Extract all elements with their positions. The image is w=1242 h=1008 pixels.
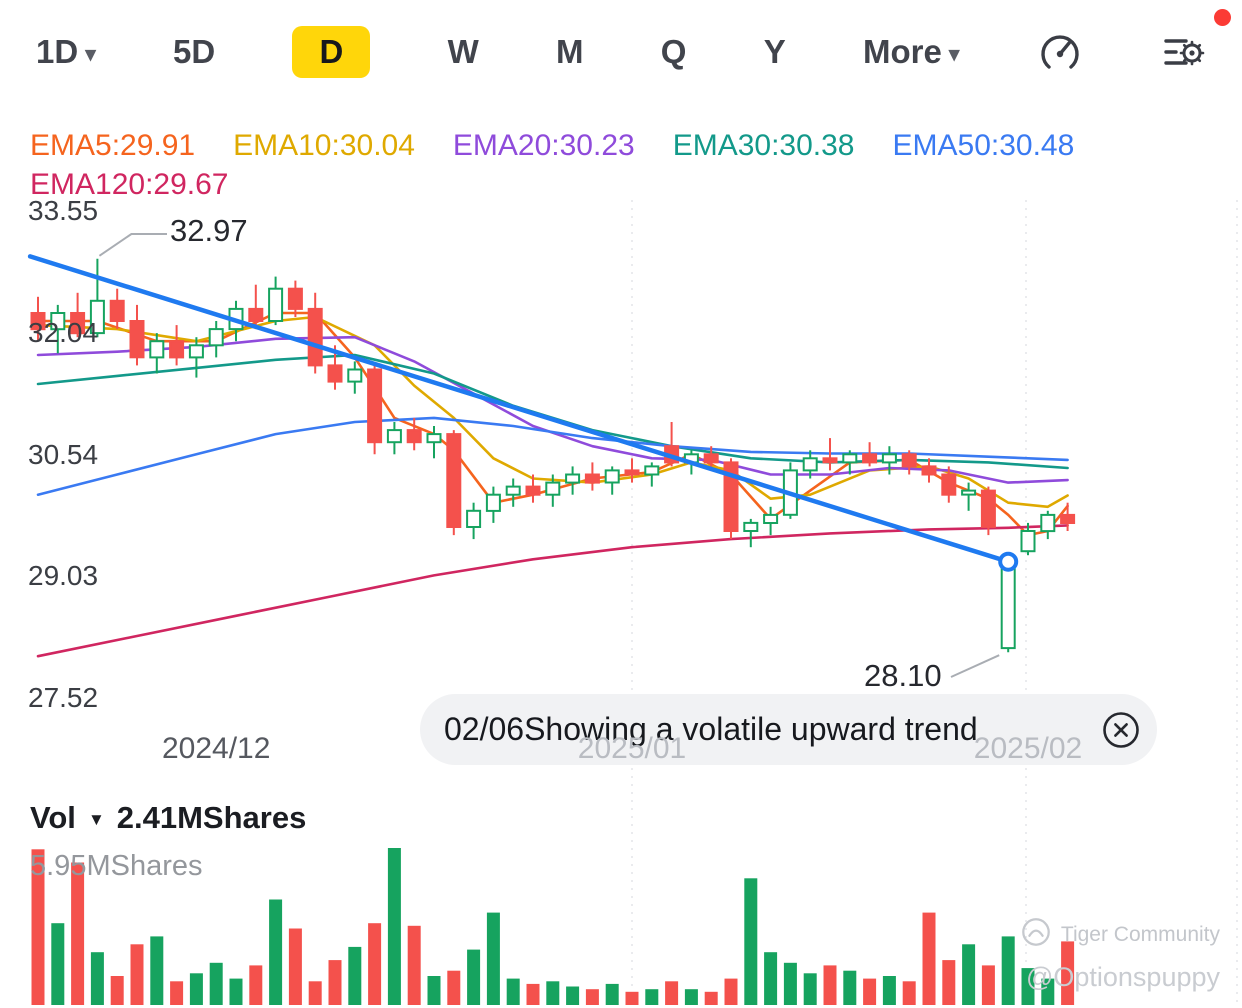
annotation-low-price: 28.10: [864, 658, 942, 693]
range-1d-label: 1D: [36, 33, 79, 70]
ema50-legend: EMA50:30.48: [892, 129, 1075, 162]
more-label: More: [862, 33, 942, 70]
annotation-high-price: 32.97: [170, 213, 248, 248]
tiger-logo-icon: [1020, 916, 1052, 954]
chart-toolbar: 1D ▾ 5D D W M Q Y More ▾: [0, 0, 1242, 90]
ema5-legend: EMA5:29.91: [30, 129, 196, 162]
volume-label[interactable]: Vol: [30, 800, 76, 835]
caret-down-icon[interactable]: ▼: [87, 810, 105, 829]
range-y-button[interactable]: Y: [763, 33, 786, 70]
y-axis-label: 32.04: [28, 316, 99, 348]
y-axis-label: 27.52: [28, 682, 99, 713]
ema10-legend: EMA10:30.04: [233, 129, 415, 162]
watermark-community: Tiger Community: [1060, 923, 1220, 946]
range-d-button[interactable]: D: [292, 26, 371, 78]
range-q-button[interactable]: Q: [660, 33, 687, 70]
watermark: Tiger Community @Optionspuppy: [1020, 916, 1220, 993]
watermark-username: @Optionspuppy: [1025, 962, 1220, 992]
tooltip-text: 02/06Showing a volatile upward trend: [444, 711, 978, 747]
x-axis-label: 2025/02: [973, 732, 1083, 765]
volume-header: Vol ▼ 2.41MShares: [30, 800, 306, 836]
ema20-legend: EMA20:30.23: [452, 129, 635, 162]
y-axis-label: 33.55: [28, 195, 99, 226]
notification-dot: [1214, 9, 1231, 26]
range-w-button[interactable]: W: [447, 33, 479, 70]
event-tooltip: 02/06Showing a volatile upward trend: [420, 694, 1157, 765]
more-button[interactable]: More ▾: [863, 33, 959, 71]
ema120-legend: EMA120:29.67: [30, 168, 229, 201]
close-icon[interactable]: [1101, 710, 1141, 750]
x-axis-label: 2024/12: [161, 732, 271, 765]
gauge-icon[interactable]: [1037, 31, 1083, 73]
indicator-settings-icon[interactable]: [1160, 30, 1206, 74]
range-5d-button[interactable]: 5D: [173, 33, 216, 70]
ema30-legend: EMA30:30.38: [672, 129, 855, 162]
y-axis-label: 29.03: [28, 560, 99, 592]
ema-legend: EMA5:29.91 EMA10:30.04 EMA20:30.23 EMA30…: [30, 126, 1074, 204]
range-m-button[interactable]: M: [555, 33, 584, 70]
range-1d-button[interactable]: 1D ▾: [36, 33, 96, 71]
y-axis-label: 30.54: [28, 438, 99, 470]
x-axis-label: 2025/01: [577, 732, 687, 765]
chevron-down-icon: ▾: [85, 42, 96, 66]
volume-scale-max: 5.95MShares: [30, 850, 203, 882]
volume-value: 2.41MShares: [116, 800, 307, 835]
chevron-down-icon: ▾: [948, 42, 960, 66]
